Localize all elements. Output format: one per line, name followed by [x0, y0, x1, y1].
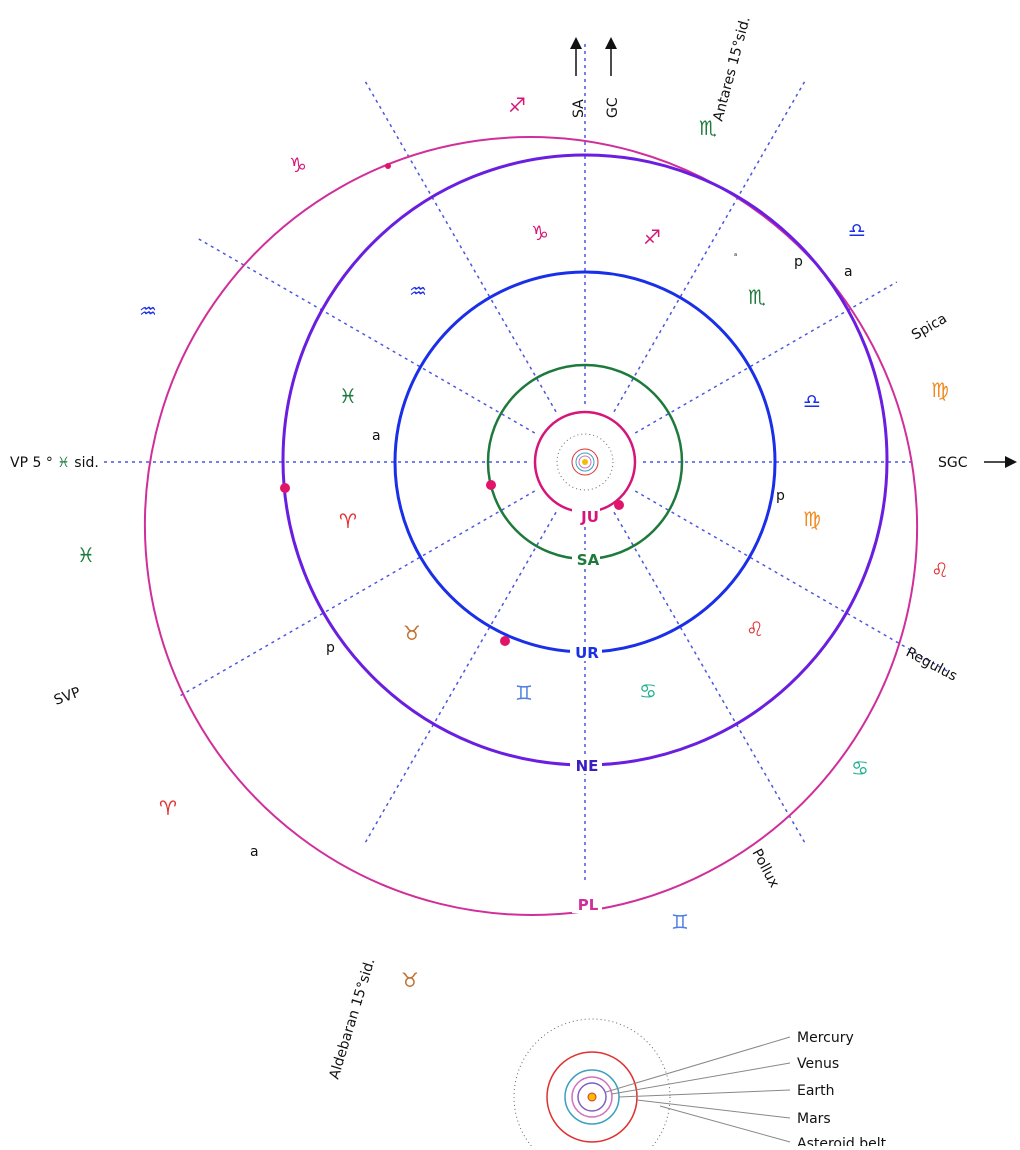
orbit-mark: p [326, 640, 335, 656]
vp-suffix: sid. [74, 455, 99, 471]
earth-orbit [575, 452, 595, 472]
pluto-orbit [143, 136, 919, 916]
radial-line [613, 511, 806, 844]
zodiac-sign: ♓ [339, 384, 357, 408]
zodiac-sign: ♌ [746, 617, 764, 641]
radial-line [634, 281, 898, 434]
orbit-mark: a [372, 428, 381, 444]
zodiac-sign: ♒ [139, 299, 157, 323]
ref-label: GC [605, 97, 621, 118]
zodiac-sign: ♓ [77, 543, 95, 567]
orbit-mark: a [250, 844, 259, 860]
zodiac-sign: ♎ [803, 389, 821, 413]
zodiac-sign: ♐ [508, 93, 526, 117]
mars-orbit [571, 448, 599, 476]
ref-label: Aldebaran 15°sid. [327, 957, 379, 1082]
vp-symbol: ♓ [57, 455, 70, 471]
zodiac: ♑ ♐ ♏ ♎ ♍ ♌ ♋ ♊ ♉ ♈ ♓ ♒ ♐ ♑ ♒ ♓ ♈ ♉ ♊ ♋ ♌ ♍ ♎ ♏ [77, 93, 949, 992]
orbit-mark: a [734, 252, 737, 258]
sun [582, 459, 588, 465]
reference-labels: SA GC Antares 15°sid. Spica SGC Regulus … [10, 15, 1017, 1082]
ref-label: SGC [938, 455, 968, 471]
zodiac-sign: ♋ [851, 756, 869, 780]
ref-label: Regulus [903, 644, 960, 684]
zodiac-sign: ♌ [931, 558, 949, 582]
zodiac-sign: ♉ [401, 968, 419, 992]
zodiac-sign: ♋ [639, 679, 657, 703]
zodiac-sign: ♏ [748, 285, 766, 309]
orbit-mark: p [776, 488, 785, 504]
legend-label: Earth [797, 1083, 835, 1099]
planet-label: SA [577, 551, 600, 569]
asteroid-belt [556, 433, 614, 491]
legend: Mercury Venus Earth Mars Asteroid belt [513, 1018, 887, 1150]
zodiac-sign: ♈ [339, 509, 357, 533]
legend-label: Asteroid belt [797, 1136, 887, 1146]
ref-label: VP 5 ° ♓ sid. [10, 455, 99, 471]
zodiac-sign: ♒ [409, 279, 427, 303]
zodiac-sign: ♑ [289, 153, 307, 177]
venus-orbit [578, 455, 592, 469]
legend-label: Mars [797, 1111, 831, 1127]
planet-label: PL [578, 896, 599, 914]
radial-lines [100, 42, 950, 882]
orbit-mark: a [844, 264, 853, 280]
vp-prefix: VP 5 ° [10, 455, 53, 471]
planet-labels: JU SA UR NE PL [570, 507, 602, 914]
zodiac-sign: ♊ [515, 681, 533, 705]
radial-line [194, 236, 536, 434]
zodiac-sign: ♑ [531, 221, 549, 245]
ref-label: SA [571, 99, 587, 118]
zodiac-sign: ♈ [159, 796, 177, 820]
zodiac-sign: ♍ [803, 507, 821, 531]
orbit-marks: a p a p p a a [250, 252, 853, 860]
planet-label: UR [575, 644, 599, 662]
zodiac-sign: ♊ [671, 910, 689, 934]
ref-label: Spica [909, 311, 950, 344]
ref-label: Antares 15°sid. [710, 15, 753, 123]
ref-label: Pollux [748, 846, 782, 890]
zodiac-sign: ♐ [643, 225, 661, 249]
zodiac-sign: ♏ [699, 116, 717, 140]
legend-label: Venus [797, 1056, 839, 1072]
planet-dots [280, 163, 624, 646]
radial-line [364, 80, 557, 413]
zodiac-sign: ♍ [931, 378, 949, 402]
radial-line [634, 490, 950, 673]
zodiac-sign: ♎ [848, 218, 866, 242]
orbit-mark: p [794, 254, 803, 270]
radial-line [364, 511, 557, 844]
radial-line [613, 80, 806, 413]
zodiac-sign: ♉ [403, 621, 421, 645]
planet-label: JU [580, 508, 599, 526]
planet-label: NE [576, 757, 599, 775]
legend-label: Mercury [797, 1030, 854, 1046]
ref-label: SVP [52, 685, 83, 709]
radial-line [177, 490, 536, 698]
